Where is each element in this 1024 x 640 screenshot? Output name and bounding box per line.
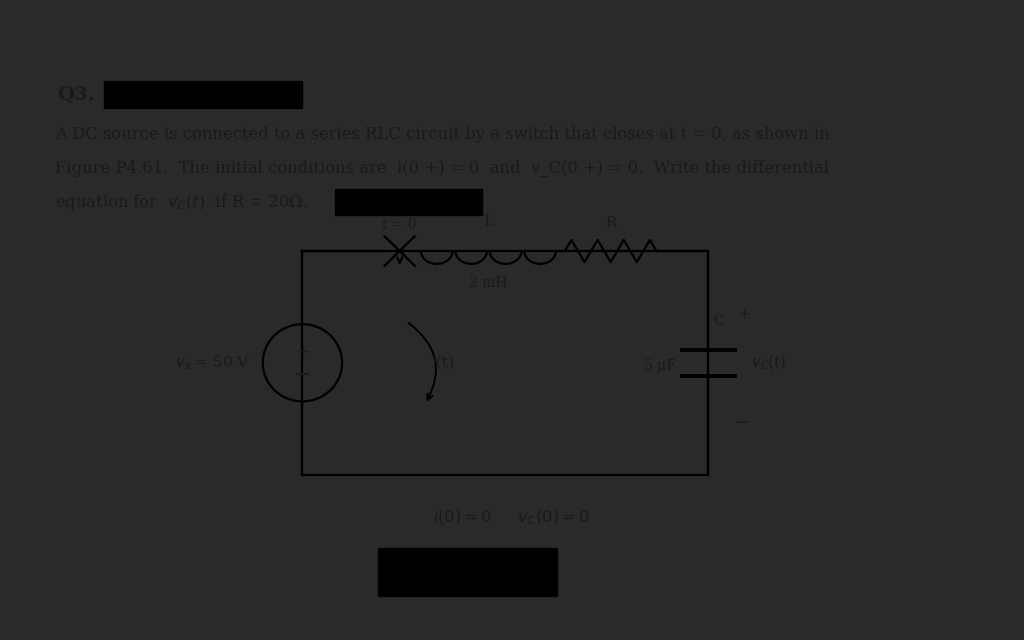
Text: $v_C(t)$: $v_C(t)$ — [751, 353, 786, 372]
Text: C: C — [713, 314, 724, 328]
Text: t = 0: t = 0 — [382, 218, 417, 232]
Text: −: − — [734, 413, 751, 431]
Text: L: L — [483, 214, 494, 228]
Text: +: + — [737, 307, 752, 323]
Text: Figure P4.61.  The initial conditions are  i(0 +) = 0  and  v_C(0 +) = 0.  Write: Figure P4.61. The initial conditions are… — [55, 160, 829, 177]
Text: $v_s$ = 50 V: $v_s$ = 50 V — [175, 354, 250, 372]
Text: i(t): i(t) — [432, 356, 455, 370]
Text: +: + — [295, 343, 310, 361]
Bar — [378, 548, 557, 596]
Text: −: − — [294, 366, 311, 385]
Text: Q3.: Q3. — [57, 86, 94, 104]
Text: equation for  $v_C(t)$  if R = 20Ω.: equation for $v_C(t)$ if R = 20Ω. — [55, 192, 308, 212]
Text: R: R — [605, 216, 616, 230]
Text: A DC source is connected to a series RLC circuit by a switch that closes at t = : A DC source is connected to a series RLC… — [55, 125, 829, 143]
Bar — [336, 189, 482, 215]
Text: 2 mH: 2 mH — [469, 276, 508, 290]
Bar — [104, 81, 302, 108]
Text: 5 μF: 5 μF — [643, 358, 675, 372]
Text: $i(0) = 0$     $v_C(0) = 0$: $i(0) = 0$ $v_C(0) = 0$ — [433, 509, 591, 527]
